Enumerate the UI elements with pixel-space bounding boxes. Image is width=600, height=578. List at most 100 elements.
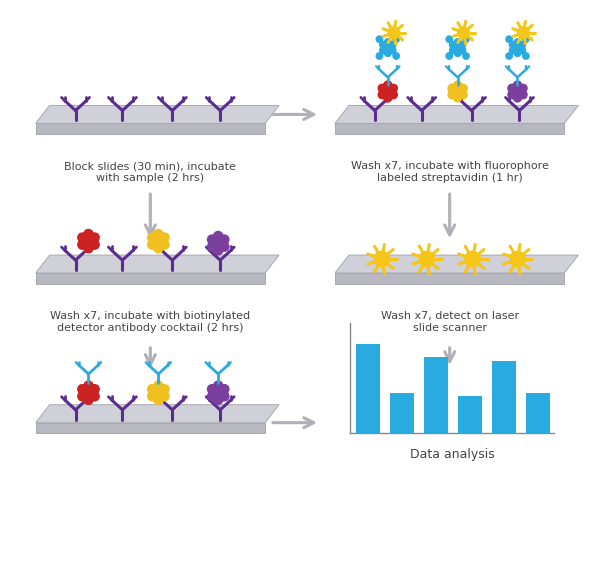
Circle shape (513, 80, 522, 90)
Circle shape (389, 90, 398, 99)
Circle shape (207, 234, 217, 244)
Circle shape (83, 229, 94, 239)
Circle shape (448, 84, 457, 93)
Circle shape (373, 251, 390, 268)
Circle shape (505, 35, 513, 43)
Circle shape (160, 384, 170, 394)
Circle shape (457, 26, 470, 39)
Circle shape (377, 90, 387, 99)
FancyBboxPatch shape (356, 343, 380, 433)
Text: Wash x7, incubate with fluorophore
labeled streptavidin (1 hr): Wash x7, incubate with fluorophore label… (351, 161, 548, 183)
Circle shape (507, 90, 517, 99)
Circle shape (89, 239, 100, 250)
Circle shape (514, 49, 521, 57)
Circle shape (458, 84, 468, 93)
Circle shape (462, 35, 470, 43)
Circle shape (207, 242, 217, 252)
Text: Wash x7, detect on laser
slide scanner: Wash x7, detect on laser slide scanner (380, 311, 519, 332)
Circle shape (445, 52, 453, 60)
Circle shape (458, 46, 466, 54)
Circle shape (148, 231, 169, 251)
Circle shape (458, 90, 468, 99)
Circle shape (89, 232, 100, 243)
Polygon shape (35, 273, 265, 284)
Circle shape (449, 46, 457, 54)
Circle shape (213, 395, 223, 405)
FancyBboxPatch shape (526, 393, 550, 433)
Circle shape (517, 26, 530, 39)
Circle shape (153, 243, 164, 254)
Circle shape (464, 251, 481, 268)
Circle shape (77, 384, 88, 394)
Polygon shape (35, 405, 279, 423)
Circle shape (79, 383, 98, 403)
Circle shape (148, 383, 169, 403)
Circle shape (89, 384, 100, 394)
Circle shape (207, 391, 217, 402)
Circle shape (518, 90, 528, 99)
Circle shape (147, 391, 157, 402)
Circle shape (208, 383, 228, 403)
Circle shape (160, 239, 170, 250)
Circle shape (449, 83, 467, 101)
Polygon shape (35, 105, 279, 123)
Circle shape (514, 38, 521, 46)
Polygon shape (35, 423, 265, 434)
Circle shape (207, 384, 217, 394)
Circle shape (219, 234, 230, 244)
Circle shape (376, 52, 383, 60)
Circle shape (219, 384, 230, 394)
Circle shape (160, 232, 170, 243)
Polygon shape (335, 123, 565, 134)
Circle shape (208, 233, 228, 253)
Circle shape (510, 40, 525, 55)
Circle shape (376, 35, 383, 43)
Circle shape (448, 90, 457, 99)
FancyBboxPatch shape (458, 396, 482, 433)
Circle shape (392, 35, 400, 43)
Circle shape (384, 49, 392, 57)
Circle shape (453, 93, 463, 103)
Circle shape (83, 243, 94, 254)
Circle shape (379, 46, 387, 54)
Circle shape (518, 84, 528, 93)
Circle shape (379, 41, 387, 49)
Circle shape (518, 46, 526, 54)
Circle shape (509, 83, 526, 101)
Circle shape (518, 41, 526, 49)
Polygon shape (335, 105, 578, 123)
Circle shape (380, 40, 395, 55)
Circle shape (509, 251, 526, 268)
Circle shape (509, 41, 517, 49)
Circle shape (387, 26, 400, 39)
Circle shape (453, 80, 463, 90)
FancyBboxPatch shape (493, 361, 516, 433)
Circle shape (513, 93, 522, 103)
Circle shape (445, 35, 453, 43)
Circle shape (383, 93, 392, 103)
Circle shape (418, 251, 435, 268)
Circle shape (522, 35, 530, 43)
Circle shape (153, 395, 164, 405)
Circle shape (153, 229, 164, 239)
Text: Data analysis: Data analysis (410, 447, 494, 461)
Circle shape (383, 80, 392, 90)
Circle shape (160, 391, 170, 402)
Circle shape (389, 84, 398, 93)
Circle shape (147, 239, 157, 250)
Circle shape (454, 38, 461, 46)
Circle shape (450, 40, 466, 55)
Circle shape (522, 52, 530, 60)
Circle shape (507, 84, 517, 93)
Circle shape (219, 242, 230, 252)
FancyBboxPatch shape (390, 393, 413, 433)
Circle shape (83, 395, 94, 405)
Circle shape (379, 83, 397, 101)
Polygon shape (35, 123, 265, 134)
Polygon shape (335, 273, 565, 284)
Circle shape (153, 380, 164, 391)
Polygon shape (35, 255, 279, 273)
Circle shape (449, 41, 457, 49)
Circle shape (509, 46, 517, 54)
Circle shape (77, 391, 88, 402)
